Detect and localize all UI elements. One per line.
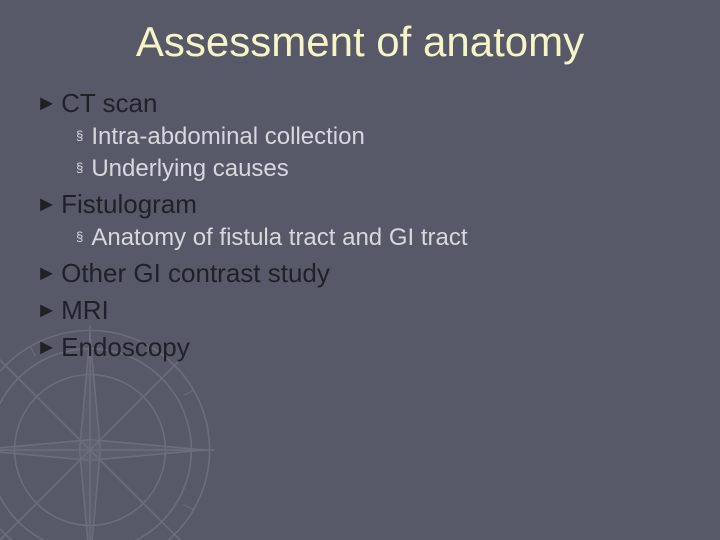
- subbullet-label: Anatomy of fistula tract and GI tract: [91, 224, 467, 251]
- subbullet-label: Intra-abdominal collection: [91, 123, 364, 150]
- section-icon: §: [76, 160, 83, 175]
- bullet-ct-scan: ►CT scan: [36, 88, 690, 119]
- bullet-label: Other GI contrast study: [61, 258, 330, 288]
- section-icon: §: [76, 229, 83, 244]
- triangle-icon: ►: [36, 192, 57, 217]
- bullet-label: Fistulogram: [61, 189, 197, 219]
- bullet-endoscopy: ►Endoscopy: [36, 332, 690, 363]
- bullet-other-gi: ►Other GI contrast study: [36, 258, 690, 289]
- bullet-label: Endoscopy: [61, 332, 190, 362]
- triangle-icon: ►: [36, 298, 57, 323]
- section-icon: §: [76, 128, 83, 143]
- triangle-icon: ►: [36, 91, 57, 116]
- slide-content: Assessment of anatomy ►CT scan §Intra-ab…: [0, 0, 720, 363]
- subbullet: § Intra-abdominal collection: [76, 123, 690, 151]
- subbullet-label: Underlying causes: [91, 155, 288, 182]
- slide-title: Assessment of anatomy: [30, 18, 690, 66]
- triangle-icon: ►: [36, 261, 57, 286]
- bullet-mri: ►MRI: [36, 295, 690, 326]
- bullet-label: CT scan: [61, 88, 157, 118]
- bullet-fistulogram: ►Fistulogram: [36, 189, 690, 220]
- subbullet: § Underlying causes: [76, 155, 690, 183]
- subbullet: § Anatomy of fistula tract and GI tract: [76, 224, 690, 252]
- triangle-icon: ►: [36, 335, 57, 360]
- bullet-label: MRI: [61, 295, 109, 325]
